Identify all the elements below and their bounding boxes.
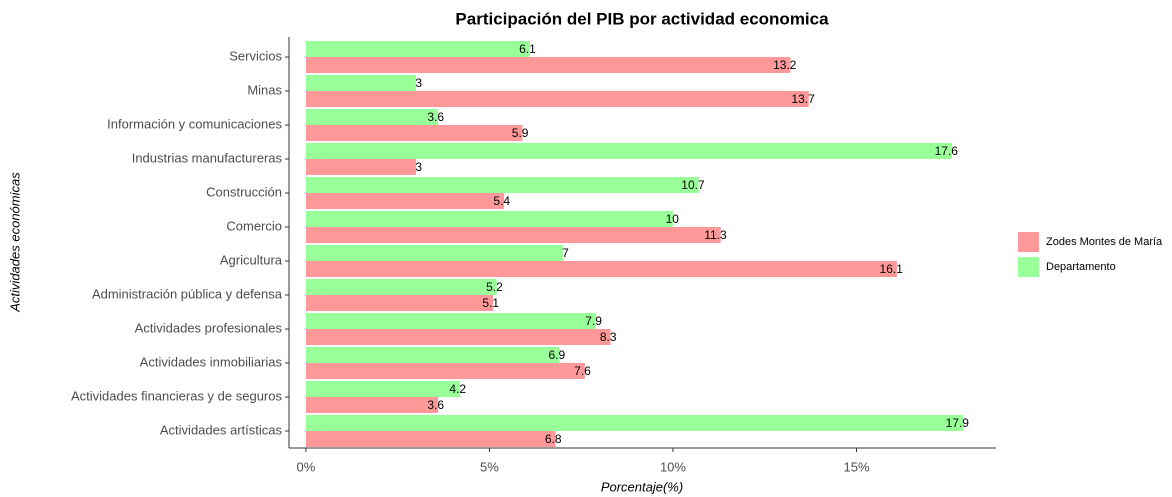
data-label: 7.6 — [574, 364, 591, 378]
bar — [305, 75, 417, 91]
data-label: 3 — [415, 76, 422, 90]
bar — [305, 159, 417, 175]
bar — [305, 329, 611, 345]
data-label: 4.2 — [449, 382, 466, 396]
x-tick-label: 0% — [296, 459, 315, 474]
y-tick-label: Actividades inmobiliarias — [140, 354, 283, 369]
y-tick-label: Servicios — [229, 48, 282, 63]
bar — [305, 57, 791, 73]
bar — [305, 193, 505, 209]
bar — [305, 109, 439, 125]
bar — [305, 381, 461, 397]
data-label: 5.2 — [486, 280, 503, 294]
x-tick-label: 10% — [660, 459, 686, 474]
y-tick-label: Minas — [247, 82, 282, 97]
data-label: 6.9 — [548, 348, 565, 362]
y-tick-label: Industrias manufactureras — [132, 150, 283, 165]
y-tick-label: Comercio — [226, 218, 282, 233]
bar — [305, 415, 963, 431]
data-label: 3.6 — [427, 110, 444, 124]
data-label: 17.6 — [935, 144, 959, 158]
bar — [305, 363, 585, 379]
legend-swatch — [1018, 257, 1039, 277]
bar — [305, 431, 556, 447]
legend-label: Zodes Montes de María — [1046, 236, 1163, 248]
y-tick-label: Construcción — [206, 184, 282, 199]
bar — [305, 143, 952, 159]
data-label: 3 — [415, 160, 422, 174]
x-tick-label: 5% — [480, 459, 499, 474]
data-label: 7 — [562, 246, 569, 260]
chart-title: Participación del PIB por actividad econ… — [455, 9, 829, 28]
data-label: 5.9 — [512, 126, 529, 140]
y-tick-label: Actividades financieras y de seguros — [71, 388, 283, 403]
y-tick-label: Administración pública y defensa — [92, 286, 283, 301]
y-axis-title: Actividades económicas — [7, 172, 22, 313]
data-label: 16.1 — [880, 262, 904, 276]
x-axis-title: Porcentaje(%) — [601, 479, 683, 494]
data-label: 5.4 — [493, 194, 510, 208]
bar — [305, 211, 673, 227]
bar — [305, 279, 497, 295]
data-label: 6.1 — [519, 42, 536, 56]
bar — [305, 177, 699, 193]
data-label: 3.6 — [427, 398, 444, 412]
data-label: 17.9 — [946, 416, 970, 430]
bar — [305, 91, 809, 107]
data-label: 6.8 — [545, 432, 562, 446]
legend-swatch — [1018, 232, 1039, 252]
legend-label: Departamento — [1046, 261, 1116, 273]
data-label: 5.1 — [482, 296, 499, 310]
data-label: 13.2 — [773, 58, 797, 72]
y-tick-label: Actividades artísticas — [160, 422, 283, 437]
data-label: 10.7 — [681, 178, 705, 192]
bar — [305, 245, 563, 261]
bar — [305, 41, 530, 57]
bar — [305, 261, 897, 277]
data-label: 11.3 — [704, 228, 727, 242]
data-label: 8.3 — [600, 330, 617, 344]
bar — [305, 125, 523, 141]
y-tick-label: Agricultura — [220, 252, 283, 267]
bar — [305, 313, 596, 329]
data-label: 7.9 — [585, 314, 602, 328]
data-label: 13.7 — [791, 92, 815, 106]
bar — [305, 397, 439, 413]
data-label: 10 — [666, 212, 680, 226]
bar — [305, 347, 560, 363]
y-tick-label: Información y comunicaciones — [107, 116, 282, 131]
y-tick-label: Actividades profesionales — [135, 320, 283, 335]
x-tick-label: 15% — [843, 459, 869, 474]
bar — [305, 227, 721, 243]
bar — [305, 295, 494, 311]
